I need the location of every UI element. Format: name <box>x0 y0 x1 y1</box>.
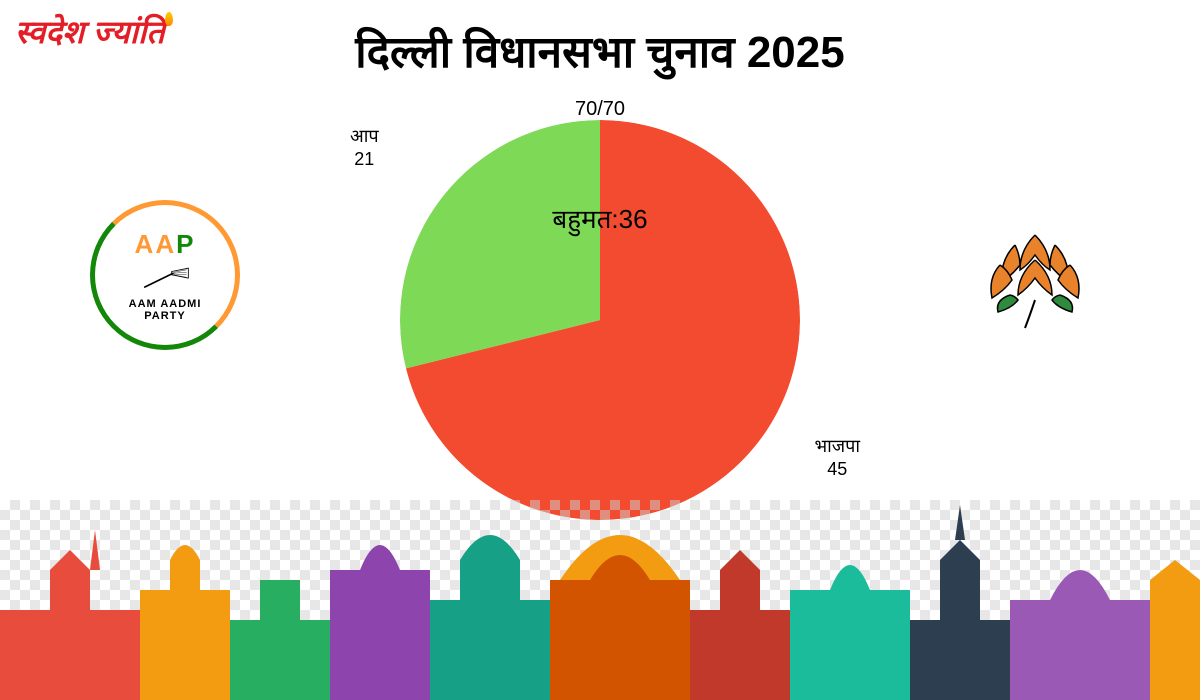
aap-name: आप <box>350 126 379 146</box>
lotus-icon <box>970 210 1100 340</box>
pie-svg <box>400 120 800 520</box>
bjp-slice-label: भाजपा 45 <box>814 435 860 482</box>
total-seats-label: 70/70 <box>575 98 625 121</box>
brand-name: स्वदेश ज्यांति <box>15 14 165 50</box>
aap-acronym: AAP <box>135 229 196 260</box>
flame-icon <box>165 12 173 26</box>
broom-icon <box>140 264 190 294</box>
majority-label: बहुमत:36 <box>552 200 647 236</box>
bjp-party-logo <box>970 210 1100 340</box>
aap-seats: 21 <box>354 149 374 169</box>
brand-logo: स्वदेश ज्यांति <box>15 10 173 53</box>
aap-slice-label: आप 21 <box>350 125 379 172</box>
election-pie-chart <box>400 120 800 520</box>
aap-full-name: AAM AADMI PARTY <box>129 298 202 322</box>
bjp-seats: 45 <box>827 459 847 479</box>
aap-party-logo: AAP AAM AADMI PARTY <box>90 200 240 350</box>
bjp-name: भाजपा <box>814 436 860 456</box>
page-title: दिल्ली विधानसभा चुनाव 2025 <box>355 20 844 80</box>
delhi-skyline <box>0 500 1200 700</box>
